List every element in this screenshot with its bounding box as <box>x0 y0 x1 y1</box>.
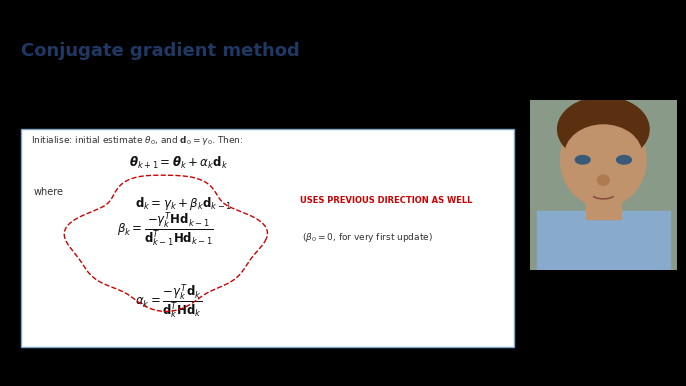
Ellipse shape <box>576 156 590 164</box>
Text: Conjugate gradient method: Conjugate gradient method <box>21 42 300 61</box>
Text: $\beta_k = \dfrac{-\gamma_k^T\mathbf{H}\mathbf{d}_{k-1}}{\mathbf{d}_{k-1}^T\math: $\beta_k = \dfrac{-\gamma_k^T\mathbf{H}\… <box>117 211 214 249</box>
Bar <box>586 189 621 219</box>
Text: USES PREVIOUS DIRECTION AS WELL: USES PREVIOUS DIRECTION AS WELL <box>300 196 472 205</box>
Ellipse shape <box>598 175 609 185</box>
Text: where: where <box>34 186 64 196</box>
Text: $\mathbf{d}_k = \gamma_k + \beta_k\mathbf{d}_{k-1}$: $\mathbf{d}_k = \gamma_k + \beta_k\mathb… <box>135 195 232 212</box>
Ellipse shape <box>617 156 631 164</box>
Ellipse shape <box>560 113 646 207</box>
Text: $\boldsymbol{\theta}_{k+1} = \boldsymbol{\theta}_k + \alpha_k\mathbf{d}_k$: $\boldsymbol{\theta}_{k+1} = \boldsymbol… <box>129 154 228 171</box>
Ellipse shape <box>565 125 641 185</box>
Ellipse shape <box>558 97 649 161</box>
Text: ($\beta_0 = 0$, for very first update): ($\beta_0 = 0$, for very first update) <box>303 232 433 244</box>
FancyBboxPatch shape <box>21 129 514 347</box>
Text: $\alpha_k = \dfrac{-\gamma_k^{\,T}\mathbf{d}_k}{\mathbf{d}_k^T\mathbf{H}\mathbf{: $\alpha_k = \dfrac{-\gamma_k^{\,T}\mathb… <box>134 283 202 322</box>
Text: Initialise: initial estimate $\theta_0$, and $\mathbf{d}_0 = \gamma_0$. Then:: Initialise: initial estimate $\theta_0$,… <box>32 134 244 147</box>
FancyBboxPatch shape <box>537 211 670 270</box>
